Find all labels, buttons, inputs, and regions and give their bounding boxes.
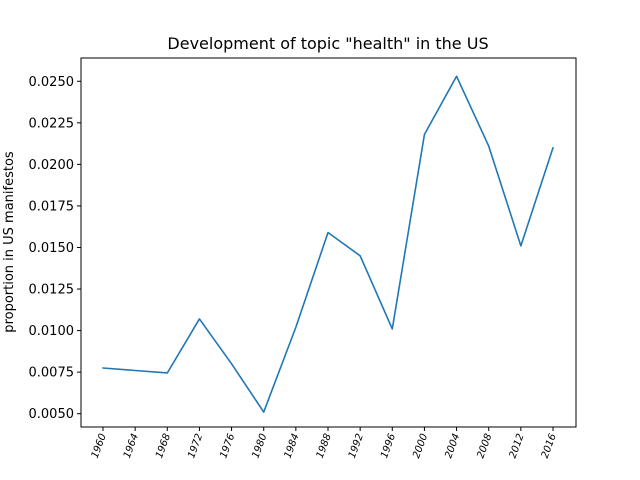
series-layer (102, 75, 554, 413)
x-tick-label: 1992 (347, 432, 366, 460)
y-tick-label: 0.0150 (29, 241, 75, 256)
y-tick-label: 0.0200 (29, 158, 75, 173)
y-tick-label: 0.0225 (29, 116, 75, 131)
y-tick-label: 0.0125 (29, 283, 75, 298)
x-tick-label: 1984 (283, 432, 302, 460)
axis-ticks: 0.0050 0.0075 0.0100 0.0125 0.0150 0.0175 0.02… (29, 75, 559, 460)
x-tick-label: 2004 (443, 432, 462, 460)
x-tick-label: 1976 (218, 432, 237, 460)
x-tick-label: 1972 (186, 432, 205, 460)
x-tick-label: 2016 (540, 432, 559, 460)
x-tick-label: 2000 (411, 432, 430, 460)
x-tick-label: 1960 (90, 432, 109, 460)
x-tick-label: 1996 (379, 432, 398, 460)
x-tick-label: 1964 (122, 432, 141, 460)
y-tick-label: 0.0250 (29, 75, 75, 90)
x-tick-label: 1968 (154, 432, 173, 460)
x-tick-label: 2008 (475, 432, 494, 460)
y-tick-label: 0.0100 (29, 324, 75, 339)
y-axis-label: proportion in US manifestos (2, 151, 17, 333)
x-tick-label: 1988 (315, 432, 334, 460)
plot-area-frame (80, 57, 577, 428)
y-tick-label: 0.0075 (29, 366, 75, 381)
chart-title: Development of topic "health" in the US (167, 34, 488, 53)
y-tick-label: 0.0050 (29, 407, 75, 422)
x-tick-label: 1980 (250, 432, 269, 460)
series-line (102, 75, 554, 413)
y-tick-label: 0.0175 (29, 199, 75, 214)
x-tick-label: 2012 (508, 432, 527, 460)
